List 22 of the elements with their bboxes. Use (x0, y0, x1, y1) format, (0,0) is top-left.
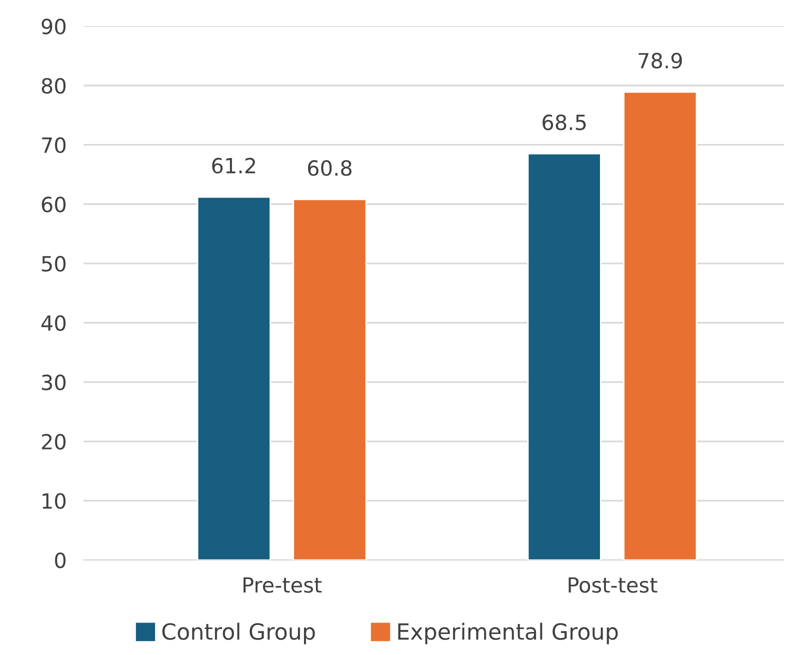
bar (196, 196, 271, 560)
y-tick-label: 80 (42, 78, 66, 94)
data-label: 68.5 (542, 114, 586, 130)
bar (292, 198, 367, 560)
legend-label: Experimental Group (398, 622, 618, 644)
y-tick-label: 60 (42, 196, 66, 212)
y-tick-label: 30 (42, 374, 66, 390)
y-tick-label: 0 (55, 552, 66, 568)
y-tick-label: 50 (42, 256, 66, 272)
y-tick-label: 70 (42, 137, 66, 154)
x-tick-label: Post-test (568, 577, 658, 593)
x-tick-label: Pre-test (244, 577, 322, 593)
data-label: 78.9 (638, 52, 682, 69)
data-label: 61.2 (212, 158, 256, 174)
y-tick-label: 90 (42, 18, 66, 34)
y-tick-label: 40 (41, 315, 66, 331)
y-tick-label: 10 (42, 493, 66, 509)
data-label: 60.8 (308, 160, 352, 176)
bar (527, 153, 602, 560)
legend-label: Control Group (162, 622, 315, 644)
bar (623, 91, 698, 560)
y-tick-label: 20 (42, 434, 66, 450)
